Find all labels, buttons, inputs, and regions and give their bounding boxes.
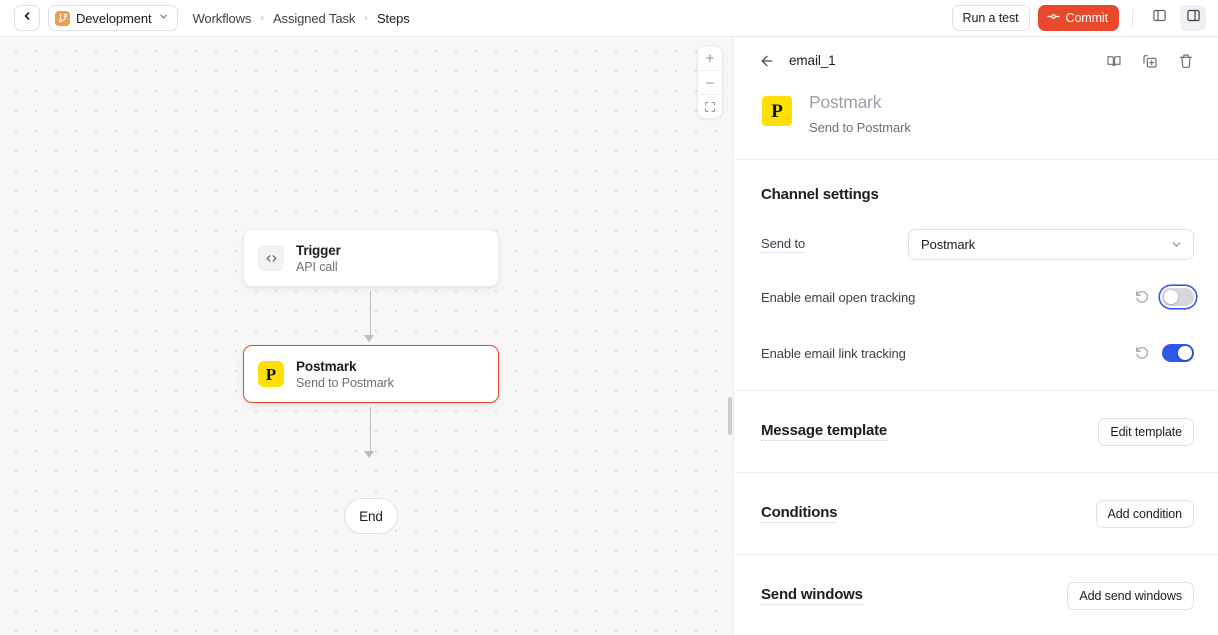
postmark-logo-letter: P — [771, 100, 783, 122]
zoom-in-button[interactable] — [698, 46, 722, 70]
toolbar-divider — [1132, 9, 1133, 27]
back-button[interactable] — [14, 5, 40, 31]
git-commit-icon — [1047, 10, 1060, 26]
breadcrumb: Workflows › Assigned Task › Steps — [193, 11, 410, 26]
node-postmark[interactable]: P Postmark Send to Postmark — [243, 345, 499, 403]
send-windows-title: Send windows — [761, 586, 863, 605]
run-a-test-button[interactable]: Run a test — [951, 5, 1030, 31]
breadcrumb-item-steps[interactable]: Steps — [376, 10, 410, 26]
panel-header: email_1 — [735, 37, 1218, 84]
environment-selector[interactable]: Development — [48, 5, 178, 31]
node-postmark-subtitle: Send to Postmark — [296, 375, 394, 390]
reset-icon[interactable] — [1135, 290, 1149, 304]
breadcrumb-item-workflows[interactable]: Workflows — [192, 10, 252, 26]
workflow-canvas[interactable]: Trigger API call P Postmark Send to Post… — [0, 37, 734, 635]
node-end[interactable]: End — [344, 498, 398, 534]
node-trigger-text: Trigger API call — [296, 243, 341, 274]
link-tracking-toggle[interactable] — [1162, 344, 1194, 362]
add-send-windows-button[interactable]: Add send windows — [1067, 581, 1194, 610]
node-trigger-subtitle: API call — [296, 259, 338, 274]
breadcrumb-item-assigned-task[interactable]: Assigned Task — [272, 10, 356, 26]
zoom-controls — [697, 45, 723, 119]
edge-arrow — [364, 451, 374, 458]
integration-subtitle: Send to Postmark — [809, 120, 911, 135]
open-tracking-row: Enable email open tracking — [761, 282, 1194, 312]
panel-left-icon — [1152, 8, 1167, 28]
edge-step-to-end — [370, 407, 372, 455]
right-panel-toggle[interactable] — [1180, 5, 1206, 31]
step-id-label: email_1 — [789, 53, 836, 68]
arrow-left-icon[interactable] — [759, 53, 775, 69]
panel-resize-handle[interactable] — [728, 397, 732, 435]
section-channel-settings: Channel settings Send to Postmark Enable… — [735, 159, 1218, 390]
duplicate-icon[interactable] — [1142, 53, 1158, 69]
edit-template-button[interactable]: Edit template — [1098, 417, 1194, 446]
top-bar: Development Workflows › Assigned Task › … — [0, 0, 1218, 37]
toggle-knob — [1164, 290, 1178, 304]
link-tracking-row: Enable email link tracking — [761, 338, 1194, 368]
open-tracking-label: Enable email open tracking — [761, 289, 916, 305]
breadcrumb-separator: › — [260, 11, 264, 24]
integration-identity: P Postmark Send to Postmark — [735, 84, 1218, 135]
left-panel-toggle[interactable] — [1146, 5, 1172, 31]
add-condition-button[interactable]: Add condition — [1095, 499, 1194, 528]
code-brackets-icon — [258, 245, 284, 271]
postmark-logo-letter: P — [265, 364, 277, 384]
edge-arrow — [364, 335, 374, 342]
fit-view-button[interactable] — [698, 94, 722, 118]
toggle-knob — [1178, 346, 1192, 360]
breadcrumb-separator: › — [364, 11, 368, 24]
open-tracking-toggle[interactable] — [1162, 288, 1194, 306]
section-message-template: Message template Edit template — [735, 390, 1218, 472]
book-icon[interactable] — [1106, 53, 1122, 69]
node-trigger-title: Trigger — [296, 242, 341, 258]
section-conditions: Conditions Add condition — [735, 472, 1218, 554]
conditions-title: Conditions — [761, 504, 838, 523]
edge-trigger-to-step — [370, 291, 372, 339]
integration-name: Postmark — [809, 92, 882, 112]
commit-button[interactable]: Commit — [1037, 5, 1119, 31]
send-to-label: Send to — [761, 236, 806, 253]
chevron-down-icon — [1170, 238, 1183, 251]
branch-icon — [55, 10, 70, 26]
zoom-out-button[interactable] — [698, 70, 722, 94]
integration-text: Postmark Send to Postmark — [809, 92, 911, 135]
step-details-panel: email_1 P Postmark Send to Postmark Chan… — [735, 37, 1218, 635]
node-postmark-text: Postmark Send to Postmark — [296, 359, 394, 390]
send-to-value: Postmark — [921, 237, 976, 252]
node-trigger[interactable]: Trigger API call — [243, 229, 499, 287]
trash-icon[interactable] — [1178, 53, 1194, 69]
channel-settings-title: Channel settings — [761, 186, 879, 203]
message-template-title: Message template — [761, 422, 888, 441]
panel-right-icon — [1186, 8, 1201, 28]
node-postmark-title: Postmark — [296, 358, 357, 374]
send-to-select[interactable]: Postmark — [908, 229, 1194, 260]
commit-button-label: Commit — [1065, 11, 1109, 25]
link-tracking-label: Enable email link tracking — [761, 345, 906, 361]
open-tracking-controls — [1135, 288, 1194, 306]
panel-header-actions — [1106, 53, 1194, 69]
postmark-logo-icon: P — [258, 361, 284, 387]
chevron-down-icon — [158, 9, 169, 27]
send-to-row: Send to Postmark — [761, 229, 1194, 260]
section-send-windows: Send windows Add send windows — [735, 554, 1218, 635]
link-tracking-controls — [1135, 344, 1194, 362]
reset-icon[interactable] — [1135, 346, 1149, 360]
postmark-logo-icon: P — [762, 96, 792, 126]
environment-name: Development — [76, 10, 152, 26]
chevron-left-icon — [21, 9, 33, 27]
